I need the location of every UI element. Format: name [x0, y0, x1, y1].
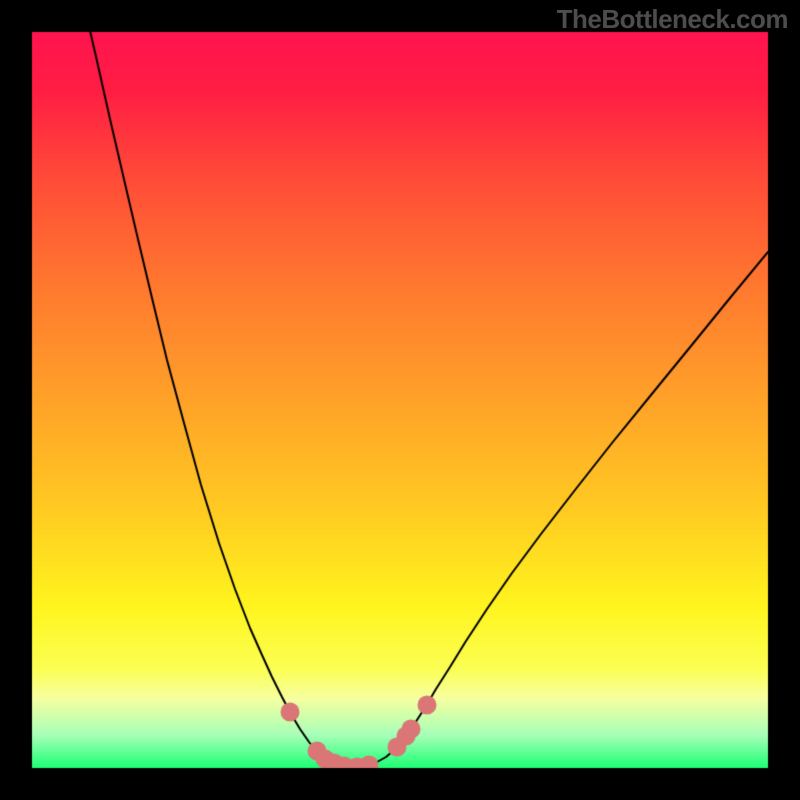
watermark: TheBottleneck.com [557, 4, 788, 35]
chart-canvas [0, 0, 800, 800]
chart-container: TheBottleneck.com [0, 0, 800, 800]
